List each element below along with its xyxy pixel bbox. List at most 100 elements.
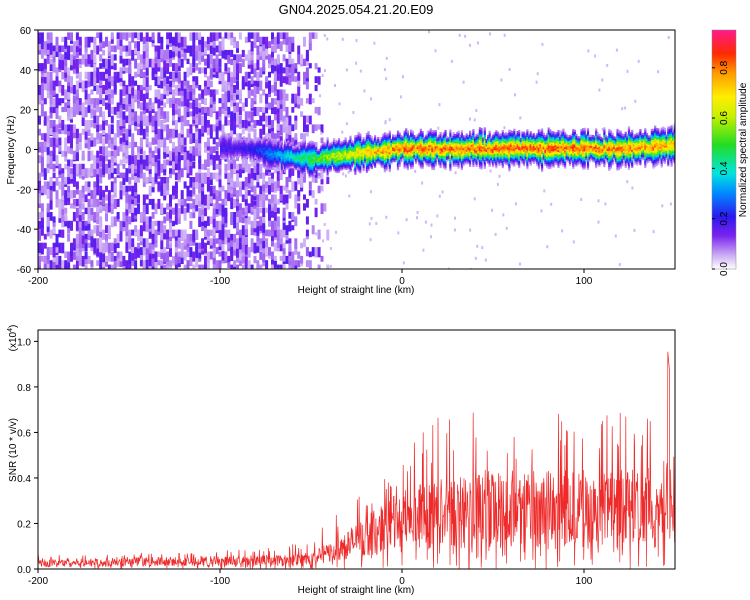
- noise-cell: [236, 212, 239, 218]
- noise-cell: [172, 220, 175, 227]
- signal-cell: [301, 140, 305, 143]
- signal-cell: [414, 158, 418, 161]
- noise-cell: [268, 216, 271, 227]
- noise-cell: [40, 98, 44, 104]
- noise-cell: [122, 155, 126, 164]
- signal-cell: [244, 150, 247, 153]
- signal-cell: [393, 154, 396, 157]
- noise-cell: [119, 233, 123, 242]
- noise-cell: [209, 194, 213, 204]
- signal-cell: [403, 159, 406, 162]
- noise-cell: [253, 128, 257, 140]
- noise-cell: [72, 190, 76, 198]
- noise-cell: [67, 67, 71, 76]
- noise-cell: [137, 168, 140, 178]
- signal-cell: [226, 138, 229, 142]
- noise-cell: [288, 238, 292, 244]
- signal-cell: [267, 165, 270, 168]
- noise-cell: [273, 41, 277, 50]
- signal-cell: [352, 162, 355, 165]
- noise-cell: [93, 155, 97, 165]
- noise-cell: [87, 102, 91, 113]
- signal-cell: [242, 152, 246, 155]
- noise-cell: [227, 80, 231, 91]
- noise-cell: [163, 264, 167, 269]
- signal-cell: [347, 145, 350, 148]
- signal-cell: [387, 151, 390, 154]
- signal-cell: [377, 156, 380, 159]
- noise-cell: [142, 85, 146, 91]
- noise-cell: [166, 203, 170, 210]
- signal-cell: [390, 160, 393, 163]
- noise-cell: [145, 163, 149, 171]
- signal-cell: [270, 159, 273, 163]
- noise-cell: [285, 238, 289, 244]
- signal-cell: [416, 155, 419, 158]
- signal-cell: [233, 139, 236, 142]
- signal-cell: [354, 149, 357, 152]
- signal-cell: [411, 132, 414, 135]
- noise-cell: [96, 76, 100, 84]
- signal-cell: [365, 156, 368, 159]
- noise-cell: [58, 181, 62, 190]
- noise-cell: [110, 264, 114, 269]
- noise-cell: [230, 194, 234, 204]
- noise-cell: [218, 32, 222, 39]
- signal-cell: [326, 146, 329, 149]
- noise-cell: [192, 150, 196, 161]
- signal-cell: [341, 155, 344, 158]
- noise-cell: [236, 89, 239, 95]
- signal-cell: [262, 136, 265, 139]
- signal-cell: [265, 144, 269, 147]
- noise-cell: [218, 58, 222, 68]
- signal-cell: [242, 146, 246, 150]
- noise-cell: [198, 181, 202, 193]
- noise-cell: [87, 36, 91, 48]
- noise-cell: [271, 181, 274, 193]
- noise-cell: [125, 260, 129, 269]
- noise-cell: [189, 233, 193, 242]
- signal-cell: [310, 149, 313, 152]
- signal-cell: [333, 141, 336, 144]
- noise-cell: [87, 198, 91, 208]
- noise-cell: [137, 177, 140, 183]
- noise-cell: [113, 255, 117, 261]
- signal-cell: [333, 157, 336, 161]
- noise-cell: [67, 32, 71, 40]
- signal-cell: [288, 151, 291, 154]
- noise-cell: [174, 49, 178, 57]
- signal-cell: [308, 145, 311, 148]
- noise-cell: [125, 128, 129, 136]
- signal-cell: [220, 155, 223, 158]
- signal-cell: [416, 134, 419, 137]
- noise-cell: [61, 150, 65, 157]
- signal-cell: [303, 169, 306, 172]
- signal-cell: [336, 146, 339, 149]
- signal-cell: [426, 151, 429, 154]
- noise-cell: [154, 146, 158, 154]
- signal-cell: [374, 138, 377, 141]
- signal-cell: [410, 149, 413, 152]
- signal-cell: [400, 147, 403, 150]
- signal-cell: [306, 153, 309, 156]
- signal-cell: [365, 145, 368, 148]
- signal-cell: [377, 160, 380, 163]
- signal-cell: [329, 142, 332, 145]
- noise-cell: [186, 163, 190, 174]
- signal-cell: [423, 140, 426, 143]
- signal-cell: [339, 146, 342, 149]
- signal-cell: [337, 163, 341, 166]
- noise-cell: [288, 120, 292, 131]
- noise-cell: [186, 80, 190, 89]
- noise-cell: [49, 150, 53, 157]
- noise-cell: [212, 190, 216, 200]
- signal-cell: [337, 154, 341, 157]
- noise-cell: [38, 172, 41, 181]
- signal-cell: [396, 139, 400, 142]
- noise-cell: [253, 207, 257, 219]
- noise-cell: [72, 102, 76, 111]
- noise-cell: [131, 185, 135, 197]
- signal-cell: [390, 149, 393, 152]
- noise-cell: [78, 80, 82, 89]
- signal-cell: [351, 159, 354, 162]
